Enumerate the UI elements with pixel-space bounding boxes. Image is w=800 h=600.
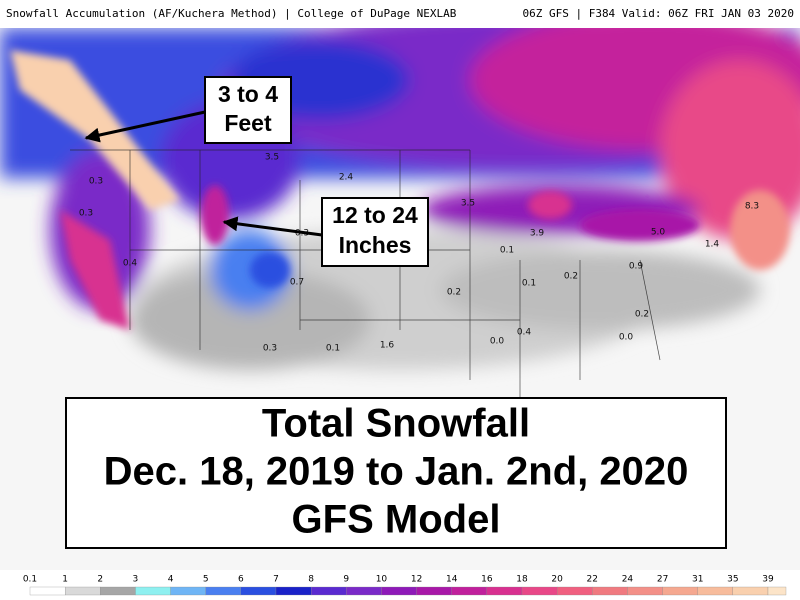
map-value: 0.9 — [629, 262, 644, 272]
map-value: 0.2 — [447, 288, 461, 298]
legend-label: 8 — [308, 575, 314, 585]
legend-swatch — [135, 586, 171, 596]
callout-text: Inches — [339, 232, 412, 258]
legend-swatch — [697, 586, 734, 596]
legend-label: 24 — [622, 575, 634, 585]
callout-feet: 3 to 4 Feet — [84, 76, 292, 144]
legend-swatch — [627, 586, 663, 596]
legend-bg — [0, 570, 800, 600]
header-bar — [0, 0, 800, 28]
legend-swatch — [346, 586, 382, 596]
legend-swatch — [416, 586, 452, 596]
legend-label: 27 — [657, 575, 668, 585]
map-value: 3.5 — [265, 153, 279, 163]
callout-inches: 12 to 24 Inches — [222, 197, 429, 267]
legend-label: 10 — [376, 575, 388, 585]
legend-swatch — [381, 586, 417, 596]
callout-text: 3 to 4 — [218, 81, 278, 107]
map-value: 0.3 — [263, 344, 277, 354]
legend-label: 7 — [273, 575, 279, 585]
map-value: 0.2 — [564, 272, 578, 282]
legend-swatch — [592, 586, 628, 596]
map-value: 0.2 — [635, 310, 649, 320]
callout-text: 12 to 24 — [332, 202, 418, 228]
map-value: 8.3 — [745, 202, 759, 212]
legend-label: 22 — [587, 575, 598, 585]
legend-swatch — [100, 586, 136, 596]
banner-box — [65, 397, 727, 549]
map-value: 0.1 — [522, 279, 536, 289]
legend-swatch — [732, 586, 769, 596]
legend-swatch — [170, 586, 206, 596]
legend-label: 16 — [481, 575, 493, 585]
legend-label: 18 — [516, 575, 528, 585]
map-value: 1.6 — [380, 341, 395, 351]
legend-label: 5 — [203, 575, 209, 585]
legend-label: 0.1 — [23, 575, 37, 585]
map-value: 0.3 — [79, 209, 93, 219]
map-value: 0.1 — [326, 344, 340, 354]
callout-box — [321, 197, 429, 267]
map-value: 0.0 — [490, 337, 505, 347]
legend-swatch — [521, 586, 558, 596]
arrow — [222, 216, 323, 237]
legend-label: 6 — [238, 575, 244, 585]
legend: 0.1 1 2 3 4 5 6 7 8 9 10 12 14 16 18 20 22 24 27 31 35 39 — [23, 575, 787, 596]
arrow — [84, 110, 206, 143]
map-value: 5.0 — [651, 228, 666, 238]
map — [0, 28, 800, 570]
banner-line: Total Snowfall — [262, 402, 530, 446]
header-right: 06Z GFS | F384 Valid: 06Z FRI JAN 03 202… — [522, 7, 794, 20]
map-value: 0.7 — [290, 278, 304, 288]
legend-swatch — [662, 586, 698, 596]
legend-label: 31 — [692, 575, 703, 585]
map-value: 0.0 — [619, 333, 634, 343]
legend-label: 1 — [62, 575, 68, 585]
legend-swatch — [556, 586, 593, 596]
legend-label: 20 — [551, 575, 563, 585]
banner: Total Snowfall Dec. 18, 2019 to Jan. 2nd… — [65, 397, 727, 549]
legend-swatch — [486, 586, 523, 596]
legend-label: 35 — [727, 575, 738, 585]
legend-swatch — [451, 586, 488, 596]
map-labels: 3.52.40.30.33.51.50.30.13.95.01.48.30.40… — [79, 153, 759, 354]
map-value: 0.4 — [517, 328, 532, 338]
map-value: 1.4 — [705, 240, 720, 250]
legend-label: 39 — [762, 575, 774, 585]
legend-label: 12 — [411, 575, 422, 585]
map-value: 2.4 — [339, 173, 354, 183]
map-value: 0.4 — [123, 259, 138, 269]
callout-text: Feet — [224, 110, 272, 136]
map-value: 3.9 — [530, 229, 545, 239]
legend-swatch — [240, 586, 277, 596]
legend-swatch — [29, 586, 66, 596]
header-left: Snowfall Accumulation (AF/Kuchera Method… — [6, 7, 457, 20]
legend-label: 3 — [133, 575, 139, 585]
map-value: 0.3 — [89, 177, 103, 187]
legend-swatch — [64, 586, 101, 596]
legend-swatch — [767, 586, 787, 596]
legend-label: 2 — [97, 575, 103, 585]
callout-box — [204, 76, 292, 144]
map-value: 0.1 — [500, 246, 514, 256]
legend-swatch — [310, 586, 347, 596]
banner-line: GFS Model — [292, 498, 501, 542]
legend-swatch — [205, 586, 242, 596]
map-value: 3.5 — [461, 199, 475, 209]
legend-label: 4 — [168, 575, 174, 585]
banner-line: Dec. 18, 2019 to Jan. 2nd, 2020 — [104, 450, 689, 494]
legend-label: 9 — [343, 575, 349, 585]
legend-label: 14 — [446, 575, 458, 585]
legend-swatch — [275, 586, 312, 596]
